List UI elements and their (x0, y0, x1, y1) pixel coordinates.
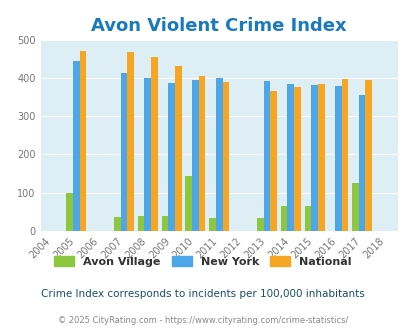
Text: © 2025 CityRating.com - https://www.cityrating.com/crime-statistics/: © 2025 CityRating.com - https://www.city… (58, 316, 347, 325)
Bar (175, 66, 181, 231)
Bar (120, 73, 127, 231)
Bar (287, 84, 293, 231)
Bar (256, 218, 263, 231)
Bar (304, 206, 310, 231)
Bar (144, 78, 151, 231)
Bar (364, 80, 371, 231)
Bar (168, 83, 175, 231)
Bar (215, 78, 222, 231)
Bar (209, 218, 215, 231)
Bar (127, 52, 134, 231)
Bar (334, 86, 341, 231)
Bar (198, 76, 205, 231)
Bar (351, 183, 358, 231)
Bar (341, 79, 347, 231)
Bar (358, 95, 364, 231)
Bar (185, 176, 192, 231)
Bar (79, 51, 86, 231)
Bar (137, 216, 144, 231)
Bar (66, 193, 73, 231)
Bar (73, 61, 79, 231)
Bar (263, 81, 270, 231)
Title: Avon Violent Crime Index: Avon Violent Crime Index (91, 17, 346, 35)
Bar (192, 80, 198, 231)
Bar (293, 87, 300, 231)
Bar (310, 85, 317, 231)
Bar (270, 90, 276, 231)
Bar (280, 206, 287, 231)
Legend: Avon Village, New York, National: Avon Village, New York, National (54, 256, 351, 267)
Bar (161, 216, 168, 231)
Bar (114, 217, 120, 231)
Bar (151, 57, 158, 231)
Text: Crime Index corresponds to incidents per 100,000 inhabitants: Crime Index corresponds to incidents per… (41, 289, 364, 299)
Bar (222, 82, 229, 231)
Bar (317, 84, 324, 231)
